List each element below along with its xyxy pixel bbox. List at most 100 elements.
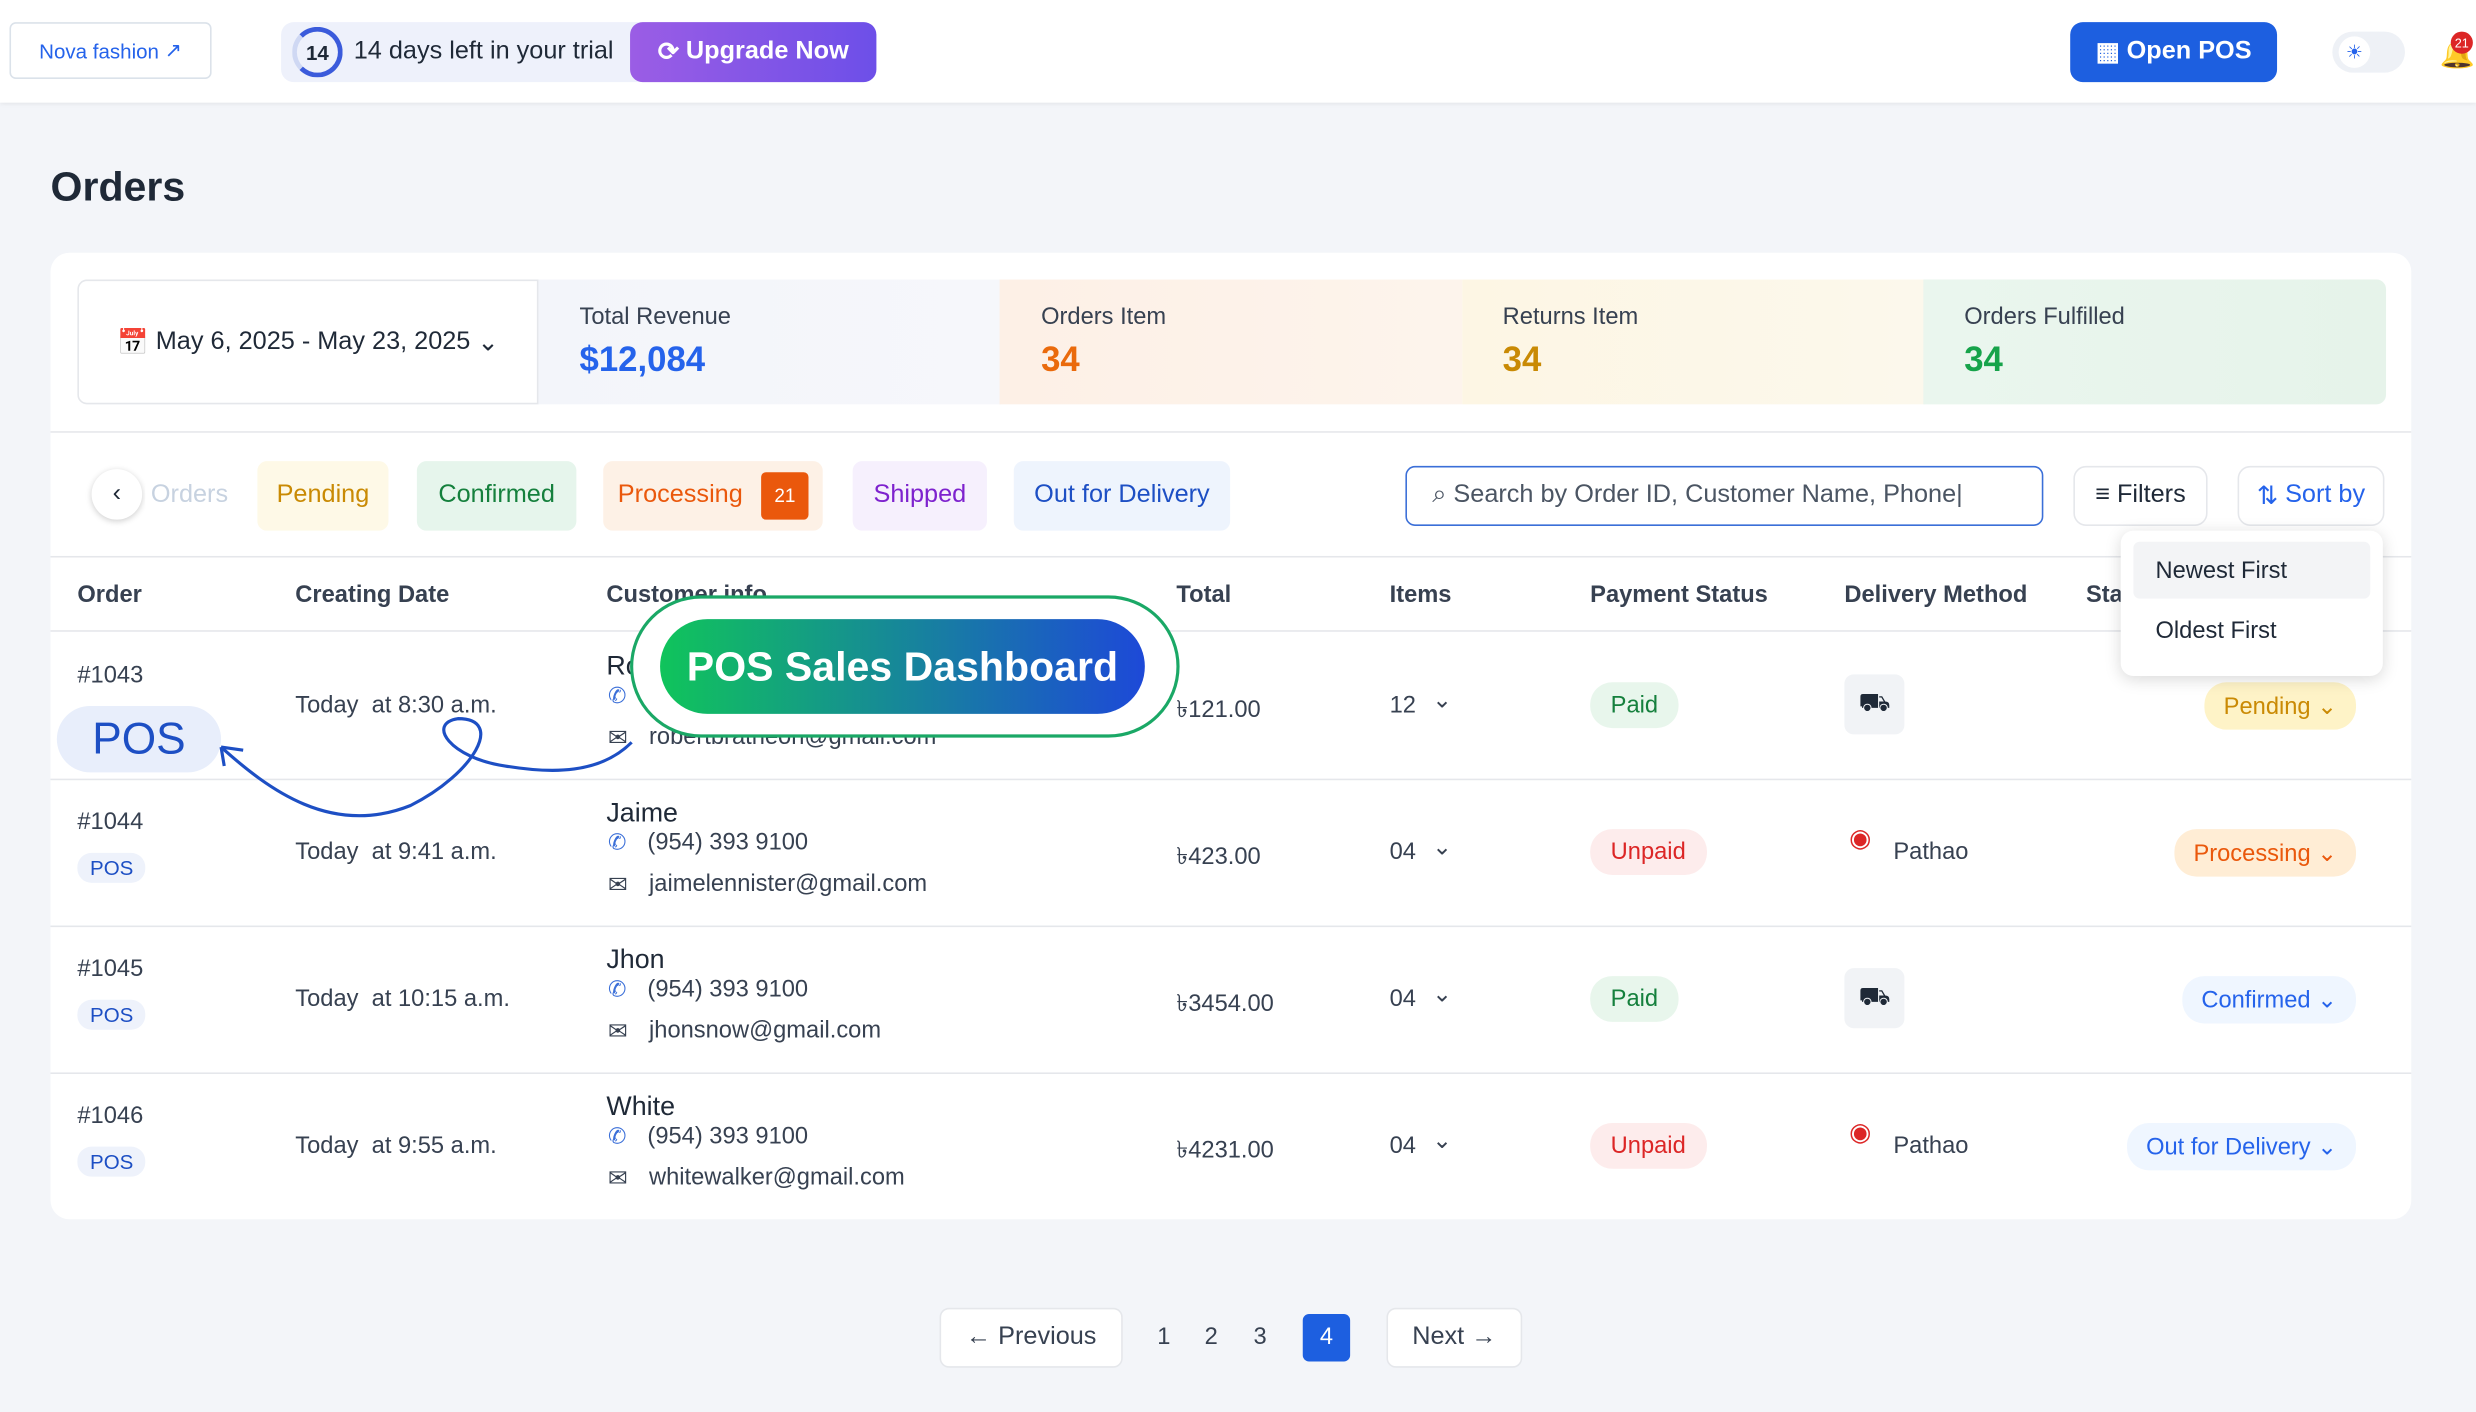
status-tab[interactable]: Pending <box>257 461 389 531</box>
tab-badge: 21 <box>761 472 809 520</box>
stat-card <box>1461 279 1925 405</box>
next-button[interactable]: Next → <box>1386 1307 1523 1368</box>
order-date: Today at 9:41 a.m. <box>295 838 497 866</box>
callout-text: POS Sales Dashboard <box>686 642 1119 690</box>
divider <box>50 431 2412 433</box>
date-picker[interactable]: 📅 May 6, 2025 - May 23, 2025 ⌄ <box>77 279 539 405</box>
status-tab[interactable]: Shipped <box>852 461 987 531</box>
stat-label: Total Revenue <box>579 303 731 331</box>
table-header <box>50 555 2412 632</box>
status-label: Out for Delivery <box>2146 1134 2311 1161</box>
next-label: Next <box>1412 1323 1465 1351</box>
item-chevron[interactable]: ⌄ <box>1432 687 1453 714</box>
item-chevron[interactable]: ⌄ <box>1432 980 1453 1008</box>
tab-label: Confirmed <box>438 481 555 509</box>
column-header: Items <box>1389 581 1452 609</box>
order-id: #1044 <box>77 808 144 836</box>
theme-toggle[interactable]: ☀ <box>2332 31 2405 73</box>
column-header: Total <box>1176 581 1232 609</box>
customer-name: Jaime <box>606 797 679 828</box>
notification-badge: 21 <box>2450 31 2473 54</box>
source-tag: POS <box>77 1146 147 1177</box>
status-tab[interactable]: Processing 21 <box>603 461 823 531</box>
stat-value: 34 <box>1502 339 1542 380</box>
sun-icon: ☀ <box>2338 36 2371 68</box>
status-tab[interactable]: Confirmed <box>416 461 577 531</box>
callout-tag: POS <box>56 705 222 773</box>
upgrade-button[interactable]: ⟳ Upgrade Now <box>630 22 877 83</box>
search-input[interactable]: ⌕ Search by Order ID, Customer Name, Pho… <box>1405 465 2044 526</box>
status-tab[interactable]: Out for Delivery <box>1013 461 1231 531</box>
pathao-logo: ◉ <box>1849 826 1872 853</box>
column-header: Order <box>77 581 142 609</box>
delivery-method: Pathao <box>1893 1132 1969 1160</box>
status-label: Pending <box>2223 693 2311 721</box>
previous-button[interactable]: ← Previous <box>939 1307 1123 1368</box>
delivery-icon: ⛟ <box>1844 968 1905 1029</box>
filters-label: Filters <box>2116 481 2186 509</box>
mail-icon: ✉ <box>607 724 628 752</box>
tab-label: Out for Delivery <box>1034 481 1210 509</box>
sort-button[interactable]: ⇅ Sort by <box>2237 465 2385 526</box>
callout-title: POS Sales Dashboard <box>660 619 1145 714</box>
customer-phone: (954) 393 9100 <box>647 1122 809 1150</box>
column-header: Payment Status <box>1590 581 1768 609</box>
order-status[interactable]: Confirmed ⌄ <box>2182 976 2357 1024</box>
open-pos-button[interactable]: ▦ Open POS <box>2070 22 2278 83</box>
page-number[interactable]: 3 <box>1253 1323 1267 1351</box>
sort-option[interactable]: Oldest First <box>2155 617 2277 645</box>
trial-ring: 14 <box>292 26 343 78</box>
tabs-prev-arrow[interactable]: ‹ <box>91 469 143 520</box>
previous-label: Previous <box>998 1323 1097 1351</box>
store-link[interactable]: Nova fashion ↗ <box>9 22 212 79</box>
order-id: #1046 <box>77 1102 144 1130</box>
mail-icon: ✉ <box>607 1165 628 1193</box>
order-id: #1045 <box>77 955 144 983</box>
status-tab[interactable]: Orders <box>145 461 234 531</box>
payment-status: Paid <box>1590 976 1679 1022</box>
row-divider <box>50 1072 2412 1074</box>
column-header: Delivery Method <box>1844 581 2028 609</box>
item-count: 04 <box>1389 985 1416 1013</box>
trial-days: 14 <box>305 40 329 64</box>
phone-icon: ✆ <box>607 829 627 855</box>
notification-count: 21 <box>2454 35 2469 50</box>
order-total: ৳3454.00 <box>1176 990 1274 1018</box>
item-chevron[interactable]: ⌄ <box>1432 833 1453 861</box>
status-label: Processing <box>2193 840 2311 868</box>
filters-button[interactable]: ≡ Filters <box>2073 465 2208 526</box>
upgrade-label: Upgrade Now <box>685 37 849 65</box>
sort-option[interactable]: Newest First <box>2133 541 2371 599</box>
order-status[interactable]: Pending ⌄ <box>2204 682 2357 730</box>
item-chevron[interactable]: ⌄ <box>1432 1127 1453 1155</box>
page-title: Orders <box>50 162 186 211</box>
tab-label: Orders <box>150 481 229 509</box>
order-total: ৳4231.00 <box>1176 1137 1274 1165</box>
search-placeholder: Search by Order ID, Customer Name, Phone <box>1453 481 1957 509</box>
callout-tag-text: POS <box>92 713 186 763</box>
stat-value: 34 <box>1041 339 1080 380</box>
page-number[interactable]: 2 <box>1204 1323 1218 1351</box>
column-header: Creating Date <box>295 581 450 609</box>
phone-icon: ✆ <box>607 976 627 1002</box>
phone-icon: ✆ <box>607 1122 627 1149</box>
order-status[interactable]: Processing ⌄ <box>2174 829 2357 877</box>
date-range: May 6, 2025 - May 23, 2025 <box>155 327 471 355</box>
order-date: Today at 8:30 a.m. <box>295 691 497 719</box>
customer-phone: (954) 393 9100 <box>647 829 809 857</box>
phone-icon: ✆ <box>607 682 627 708</box>
order-id: #1043 <box>77 661 144 689</box>
stat-card <box>1923 279 2386 405</box>
page-number[interactable]: 1 <box>1157 1323 1171 1351</box>
order-total: ৳423.00 <box>1176 843 1261 871</box>
stat-label: Returns Item <box>1502 303 1639 331</box>
sort-label: Sort by <box>2285 481 2366 509</box>
item-count: 04 <box>1389 1132 1416 1160</box>
delivery-method: Pathao <box>1893 838 1969 866</box>
row-divider <box>50 925 2412 928</box>
stat-value: 34 <box>1964 339 2003 380</box>
order-status[interactable]: Out for Delivery ⌄ <box>2127 1122 2357 1171</box>
page-number[interactable]: 4 <box>1302 1314 1351 1362</box>
